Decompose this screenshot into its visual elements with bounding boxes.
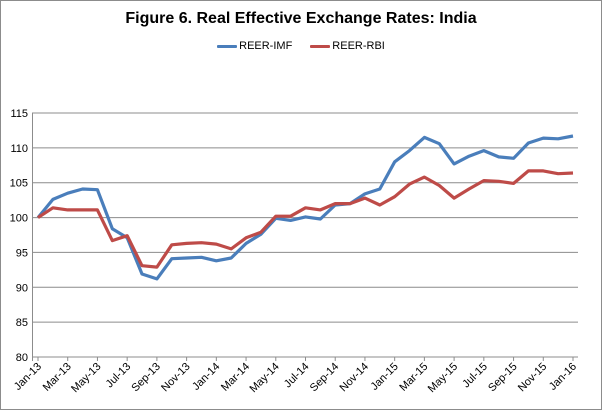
x-tick-label: Nov-15 (516, 361, 550, 395)
legend-label-rbi: REER-RBI (332, 40, 385, 52)
x-tick-label: Nov-13 (159, 361, 193, 395)
y-tick-label: 90 (16, 282, 28, 294)
x-tick-label: Sep-14 (308, 361, 342, 395)
y-tick-label: 80 (16, 352, 28, 364)
y-tick-label: 100 (10, 213, 28, 225)
x-tick-label: Mar-15 (397, 361, 430, 394)
x-tick-label: Jan-13 (12, 361, 44, 393)
x-tick-label: May-15 (426, 361, 460, 395)
y-tick-label: 95 (16, 247, 28, 259)
chart-legend: REER-IMF REER-RBI (0, 40, 602, 52)
y-tick-label: 105 (10, 178, 28, 190)
x-tick-label: May-14 (247, 361, 281, 395)
x-tick-label: Nov-14 (338, 361, 372, 395)
legend-swatch-rbi (310, 44, 331, 48)
series-line-reer-rbi (37, 169, 574, 269)
y-tick-label: 110 (10, 143, 28, 155)
legend-swatch-imf (217, 44, 238, 48)
legend-item-imf: REER-IMF (217, 40, 292, 52)
x-tick-label: Jan-16 (547, 361, 579, 393)
x-tick-label: Sep-15 (486, 361, 520, 395)
legend-item-rbi: REER-RBI (310, 40, 385, 52)
chart-title: Figure 6. Real Effective Exchange Rates:… (125, 10, 477, 27)
x-tick-label: Sep-13 (129, 361, 163, 395)
x-tick-label: Mar-13 (41, 361, 74, 394)
x-tick-label: May-13 (69, 361, 103, 395)
x-tick-label: Jan-14 (190, 361, 222, 393)
y-tick-label: 115 (10, 108, 28, 120)
x-tick-label: Jan-15 (369, 361, 401, 393)
x-tick-label: Mar-14 (219, 361, 252, 394)
legend-label-imf: REER-IMF (239, 40, 293, 52)
y-tick-label: 85 (16, 317, 28, 329)
